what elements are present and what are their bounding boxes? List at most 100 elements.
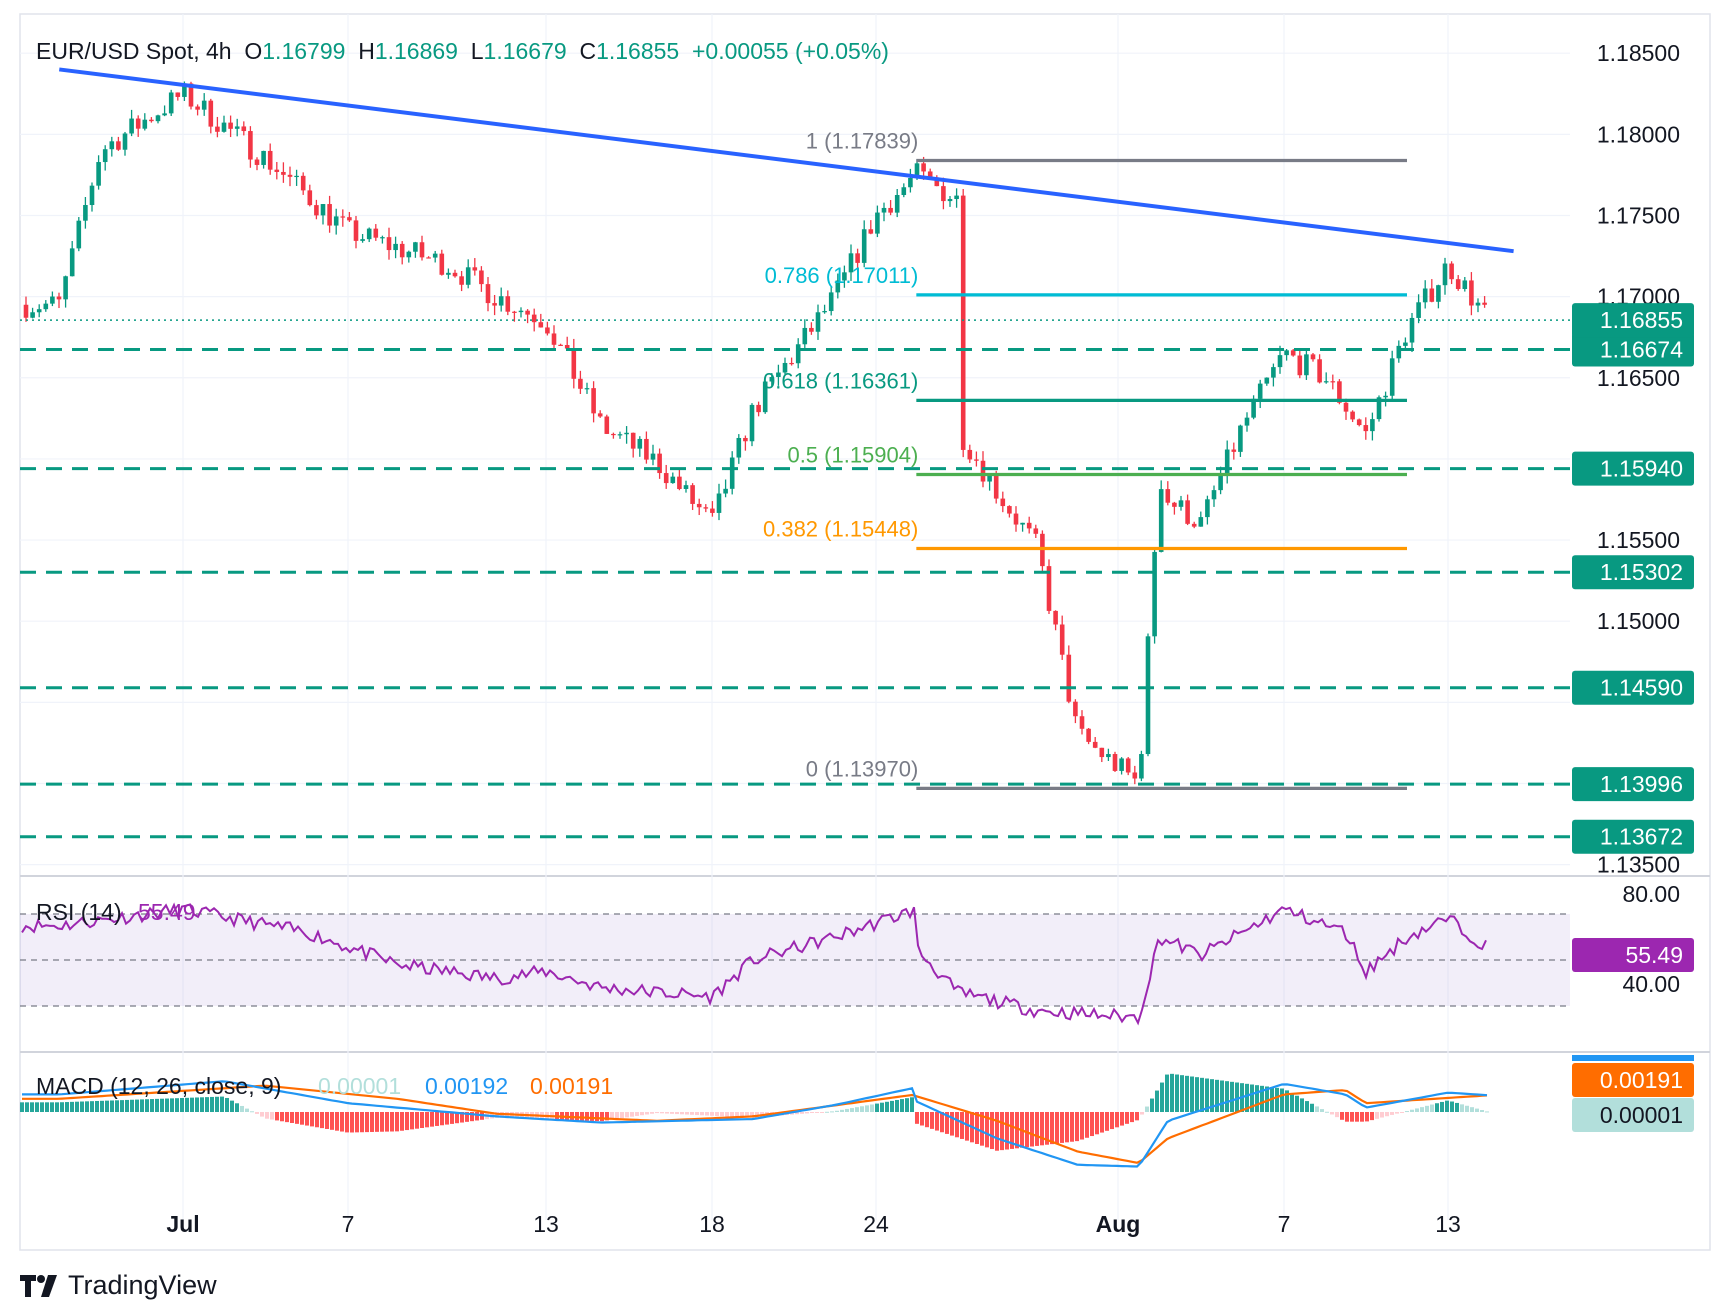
candle-body bbox=[558, 344, 563, 346]
macd-histogram-bar bbox=[1015, 1112, 1019, 1149]
macd-histogram-bar bbox=[315, 1112, 319, 1128]
candle-body bbox=[1343, 402, 1349, 412]
candle-body bbox=[980, 460, 986, 482]
candle-body bbox=[993, 475, 999, 499]
macd-histogram-bar bbox=[160, 1098, 164, 1112]
candle-body bbox=[485, 284, 491, 304]
candle-body bbox=[591, 388, 596, 414]
candle-body bbox=[294, 175, 299, 178]
candle-body bbox=[1383, 395, 1388, 398]
macd-histogram-bar bbox=[755, 1112, 759, 1118]
trendline[interactable] bbox=[59, 67, 1514, 254]
candle-body bbox=[1290, 350, 1296, 356]
candle-body bbox=[1086, 728, 1091, 742]
macd-histogram-bar bbox=[450, 1112, 454, 1124]
macd-histogram-bar bbox=[1345, 1112, 1349, 1122]
macd-histogram-bar bbox=[280, 1112, 284, 1122]
macd-histogram-bar bbox=[155, 1098, 159, 1112]
candle-body bbox=[1389, 358, 1395, 396]
macd-histogram-bar bbox=[810, 1112, 814, 1114]
candle-body bbox=[1264, 377, 1270, 384]
support-tag-4: 1.13996 bbox=[1600, 771, 1683, 797]
macd-histogram-bar bbox=[1185, 1075, 1189, 1112]
fib-label-5: 0 (1.13970) bbox=[806, 756, 919, 781]
candle-body bbox=[584, 388, 590, 390]
tradingview-logo[interactable]: TradingView bbox=[20, 1270, 217, 1301]
macd-histogram-bar bbox=[710, 1112, 714, 1116]
macd-histogram-bar bbox=[440, 1112, 444, 1126]
macd-histogram-bar bbox=[730, 1112, 734, 1117]
candle-body bbox=[637, 438, 643, 449]
candle-body bbox=[861, 229, 867, 263]
macd-histogram-bar bbox=[825, 1111, 829, 1113]
fib-label-2: 0.618 (1.16361) bbox=[763, 368, 918, 393]
candle-body bbox=[921, 163, 926, 172]
candle-body bbox=[749, 404, 755, 442]
candle-body bbox=[419, 242, 425, 258]
macd-histogram-bar bbox=[830, 1111, 834, 1113]
support-tag-0-box bbox=[1572, 332, 1694, 367]
candle-body bbox=[439, 253, 445, 275]
macd-histogram-bar bbox=[1330, 1112, 1334, 1115]
macd-histogram-bar bbox=[1165, 1074, 1169, 1112]
close-label: C bbox=[579, 38, 597, 64]
candle-body bbox=[1482, 302, 1487, 305]
candle-body bbox=[201, 100, 207, 110]
macd-value-tag-edge bbox=[1572, 1055, 1694, 1061]
macd-histogram-bar bbox=[1255, 1085, 1259, 1112]
macd-histogram-bar bbox=[385, 1112, 389, 1132]
macd-histogram-bar bbox=[680, 1112, 684, 1115]
symbol-name[interactable]: EUR/USD Spot, 4h bbox=[36, 38, 232, 64]
candle-body bbox=[578, 378, 583, 389]
support-tag-5-box bbox=[1572, 819, 1694, 854]
time-axis[interactable]: Jul 7 13 18 24 Aug 7 13 bbox=[166, 1211, 1460, 1237]
macd-histogram-bar bbox=[355, 1112, 359, 1133]
candle-body bbox=[380, 237, 385, 239]
candle-body bbox=[723, 488, 728, 494]
macd-histogram-bar bbox=[115, 1100, 119, 1112]
macd-histogram-bar bbox=[1325, 1111, 1329, 1113]
candle-body bbox=[1046, 566, 1052, 611]
price-tick-2: 1.17500 bbox=[1597, 202, 1680, 228]
macd-histogram-bar bbox=[350, 1112, 354, 1133]
time-tick-6: 7 bbox=[1278, 1211, 1291, 1237]
candle-body bbox=[597, 413, 603, 417]
candle-body bbox=[1370, 419, 1375, 432]
candle-body bbox=[1462, 280, 1468, 290]
candle-body bbox=[1172, 502, 1177, 507]
candle-body bbox=[267, 150, 273, 170]
macd-histogram-bar bbox=[1155, 1090, 1159, 1112]
brand-name: TradingView bbox=[68, 1270, 217, 1300]
macd-histogram-bar bbox=[1450, 1101, 1454, 1112]
macd-histogram-bar bbox=[130, 1099, 134, 1112]
candle-body bbox=[498, 296, 504, 306]
macd-histogram-bar bbox=[1070, 1112, 1074, 1142]
macd-histogram-bar bbox=[1380, 1112, 1384, 1118]
candle-body bbox=[1396, 345, 1402, 359]
macd-histogram-bar bbox=[1315, 1106, 1319, 1112]
macd-histogram-bar bbox=[880, 1102, 884, 1112]
macd-histogram-bar bbox=[1320, 1109, 1324, 1112]
candle-body bbox=[50, 296, 55, 304]
macd-histogram-bar bbox=[135, 1099, 139, 1112]
fib-label-3: 0.5 (1.15904) bbox=[787, 443, 918, 468]
candle-body bbox=[56, 296, 62, 300]
candle-body bbox=[1205, 499, 1210, 518]
candle-body bbox=[327, 204, 332, 226]
macd-histogram-bar bbox=[660, 1112, 664, 1114]
candle-body bbox=[195, 106, 200, 110]
macd-histogram-bar bbox=[1030, 1112, 1034, 1147]
candle-body bbox=[241, 126, 247, 132]
macd-histogram-bar bbox=[990, 1112, 994, 1150]
candle-body bbox=[1152, 551, 1157, 637]
macd-histogram-bar bbox=[120, 1100, 124, 1112]
macd-histogram-bar bbox=[375, 1112, 379, 1132]
macd-histogram-bar bbox=[1355, 1112, 1359, 1122]
support-tag-2-box bbox=[1572, 555, 1694, 590]
macd-histogram-bar bbox=[260, 1112, 264, 1117]
candle-body bbox=[683, 485, 689, 489]
macd-histogram-bar bbox=[1340, 1112, 1344, 1120]
macd-histogram-bar bbox=[1470, 1107, 1474, 1112]
macd-histogram-bar bbox=[185, 1097, 189, 1112]
